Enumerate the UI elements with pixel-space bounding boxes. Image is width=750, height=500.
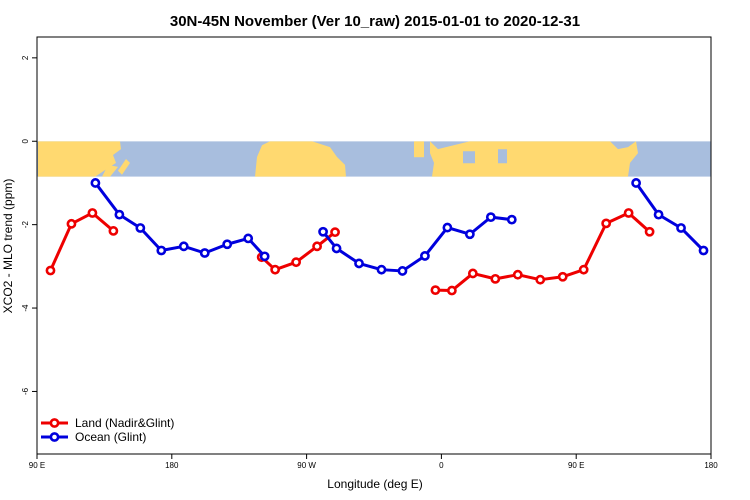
data-point [430, 285, 441, 296]
data-point [243, 233, 254, 244]
legend: Land (Nadir&Glint)Ocean (Glint) [41, 416, 174, 444]
data-point [178, 241, 189, 252]
data-point [331, 243, 342, 254]
japan-landmass [118, 158, 130, 175]
series-ocean [90, 178, 709, 276]
data-point [512, 269, 523, 280]
iberia-landmass [414, 141, 424, 158]
data-point [467, 268, 478, 279]
data-point [199, 248, 210, 258]
legend-label: Ocean (Glint) [75, 430, 146, 444]
data-point [676, 223, 686, 233]
y-tick-label: -4 [21, 304, 30, 312]
data-point [653, 209, 664, 220]
data-point [354, 258, 364, 269]
data-point [291, 257, 302, 268]
data-point [270, 264, 281, 275]
world-map-band [37, 141, 711, 177]
x-tick-label: 0 [439, 461, 444, 470]
caspian-sea [498, 149, 507, 164]
x-axis-label: Longitude (deg E) [327, 477, 422, 491]
x-tick-label: 180 [165, 461, 179, 470]
y-axis: 2 0 -2 -4 -6 [21, 55, 37, 395]
data-point [312, 241, 322, 252]
series-line [634, 182, 705, 252]
x-tick-label: 90 E [568, 461, 584, 470]
asia-landmass [38, 141, 121, 177]
chart-title: 30N-45N November (Ver 10_raw) 2015-01-01… [170, 13, 580, 30]
data-point [156, 245, 167, 256]
data-point [535, 274, 546, 285]
data-point [222, 239, 233, 250]
data-point [623, 208, 634, 218]
data-point [114, 209, 125, 220]
data-point [45, 265, 56, 276]
data-point [330, 227, 340, 238]
data-point [506, 214, 517, 225]
legend-marker [49, 432, 60, 442]
series-line [49, 211, 115, 272]
data-point [490, 273, 501, 284]
series-land [45, 208, 655, 296]
y-tick-label: 2 [21, 55, 30, 60]
data-point [446, 285, 457, 296]
data-point [108, 226, 119, 236]
x-tick-label: 90 E [29, 461, 45, 470]
data-point [376, 264, 387, 275]
plot-frame [36, 36, 712, 455]
y-tick-label: -6 [21, 387, 30, 395]
x-tick-label: 180 [704, 461, 718, 470]
data-point [397, 266, 408, 276]
data-point [318, 226, 328, 237]
mediterranean-sea [463, 151, 475, 164]
data-point [698, 245, 709, 256]
data-point [601, 218, 612, 229]
data-point [485, 212, 496, 223]
eurasia-africa-landmass [430, 141, 638, 177]
data-point [557, 271, 568, 282]
data-point [90, 178, 101, 188]
y-tick-label: 0 [21, 138, 30, 143]
x-axis: 90 E 180 90 W 0 90 E 180 [29, 454, 718, 470]
series-layer [45, 178, 709, 296]
data-point [420, 251, 430, 261]
x-tick-label: 90 W [297, 461, 316, 470]
data-point [442, 222, 453, 233]
data-point [631, 178, 642, 188]
series-line [321, 215, 512, 273]
korea-landmass [102, 164, 118, 177]
data-point [578, 264, 589, 275]
data-point [66, 218, 77, 229]
data-point [464, 229, 475, 240]
legend-marker [49, 418, 60, 428]
data-point [135, 223, 146, 233]
data-point [644, 226, 655, 237]
y-tick-label: -2 [21, 221, 30, 229]
data-point [259, 251, 270, 262]
legend-label: Land (Nadir&Glint) [75, 416, 174, 430]
north-america-landmass [255, 141, 346, 177]
y-axis-label: XCO2 - MLO trend (ppm) [1, 179, 15, 314]
data-point [87, 208, 98, 218]
